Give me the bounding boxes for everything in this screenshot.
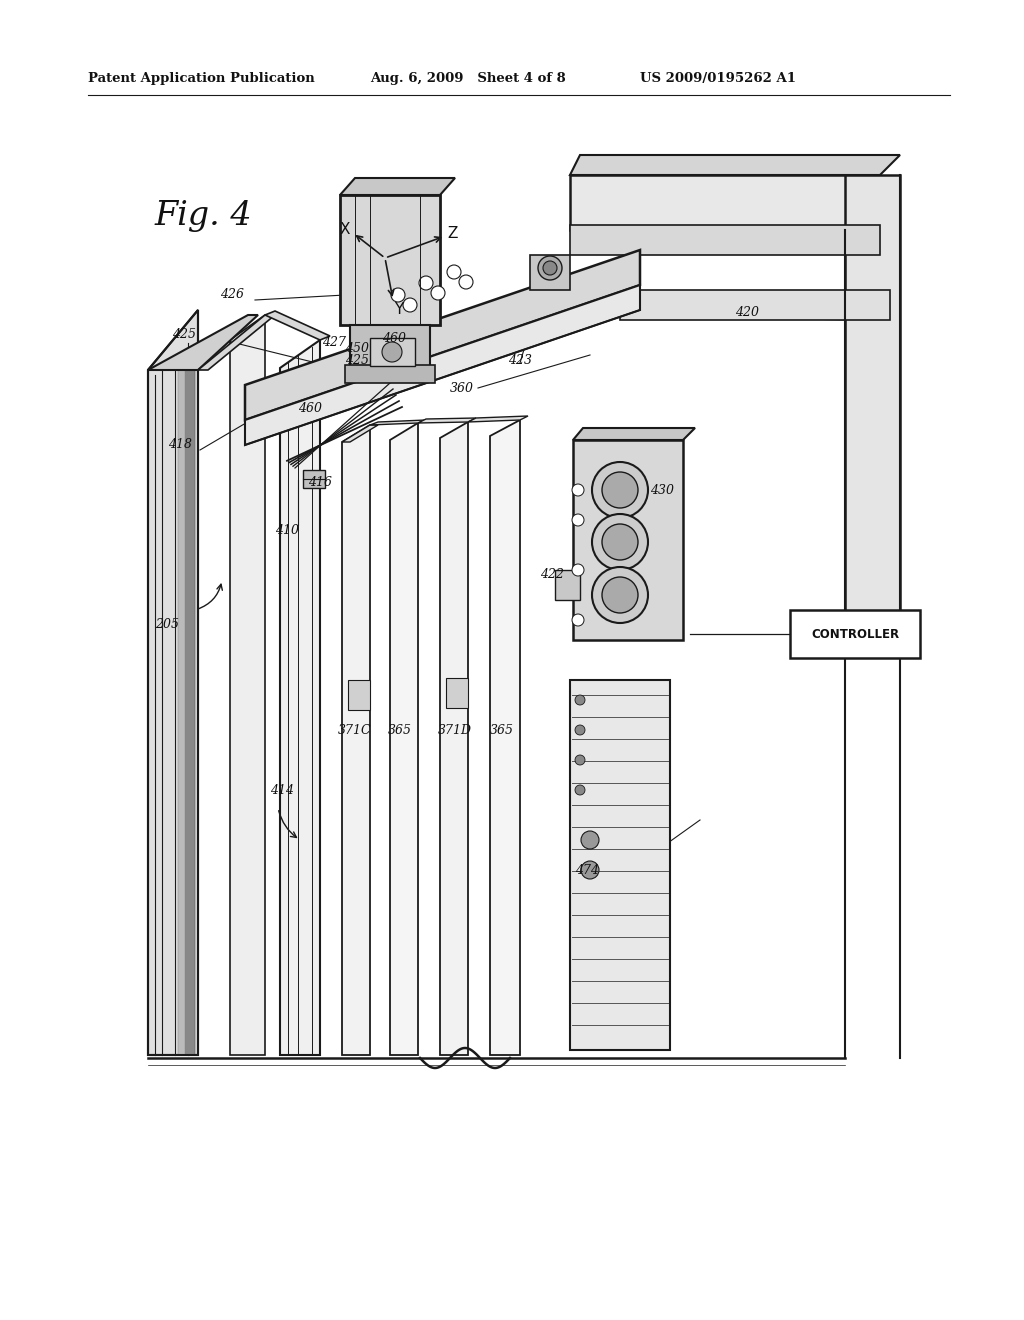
Bar	[370, 338, 415, 366]
Circle shape	[575, 755, 585, 766]
Bar	[555, 570, 580, 601]
Text: 410: 410	[275, 524, 299, 536]
Text: 460: 460	[298, 401, 322, 414]
Polygon shape	[418, 418, 476, 422]
Bar	[350, 325, 430, 370]
Circle shape	[538, 256, 562, 280]
Bar	[340, 195, 440, 325]
Text: 430: 430	[650, 483, 674, 496]
Circle shape	[572, 484, 584, 496]
Polygon shape	[245, 249, 640, 420]
Text: Z: Z	[447, 227, 458, 242]
Bar	[348, 680, 370, 710]
Circle shape	[391, 288, 406, 302]
Circle shape	[572, 614, 584, 626]
Text: 418: 418	[168, 438, 193, 451]
Text: 365: 365	[490, 723, 514, 737]
Circle shape	[581, 832, 599, 849]
Text: 422: 422	[540, 569, 564, 582]
Text: Y: Y	[394, 302, 403, 318]
Circle shape	[602, 473, 638, 508]
Circle shape	[592, 568, 648, 623]
Bar	[845, 176, 900, 655]
Text: Fig. 4: Fig. 4	[155, 201, 253, 232]
Polygon shape	[390, 422, 418, 1055]
Polygon shape	[178, 360, 185, 1055]
Polygon shape	[570, 154, 900, 176]
Circle shape	[592, 513, 648, 570]
Circle shape	[403, 298, 417, 312]
Bar	[446, 678, 468, 708]
Bar	[620, 290, 890, 319]
Circle shape	[382, 342, 402, 362]
Circle shape	[581, 861, 599, 879]
Polygon shape	[185, 352, 195, 1055]
Circle shape	[572, 564, 584, 576]
Polygon shape	[230, 315, 265, 1055]
Circle shape	[419, 276, 433, 290]
Polygon shape	[370, 420, 426, 425]
Text: CONTROLLER: CONTROLLER	[811, 627, 899, 640]
Text: 427: 427	[322, 335, 346, 348]
Bar	[570, 224, 880, 255]
Polygon shape	[573, 428, 695, 440]
Text: Aug. 6, 2009   Sheet 4 of 8: Aug. 6, 2009 Sheet 4 of 8	[370, 73, 565, 84]
Text: X: X	[340, 223, 350, 238]
Circle shape	[575, 696, 585, 705]
Text: 414: 414	[270, 784, 294, 796]
Bar	[570, 680, 670, 1049]
Text: 460: 460	[382, 331, 406, 345]
Text: 365: 365	[388, 723, 412, 737]
Polygon shape	[198, 315, 275, 370]
Text: 426: 426	[220, 289, 244, 301]
Circle shape	[431, 286, 445, 300]
Circle shape	[543, 261, 557, 275]
Bar	[570, 176, 880, 230]
Text: 420: 420	[735, 305, 759, 318]
Bar	[345, 366, 435, 383]
Text: 425: 425	[172, 329, 196, 342]
Polygon shape	[440, 422, 468, 1055]
Circle shape	[447, 265, 461, 279]
Polygon shape	[468, 416, 528, 422]
Circle shape	[572, 513, 584, 525]
Circle shape	[602, 524, 638, 560]
Circle shape	[592, 462, 648, 517]
Polygon shape	[245, 285, 640, 445]
Text: 371C: 371C	[338, 723, 372, 737]
Text: 425: 425	[345, 354, 369, 367]
Text: 474: 474	[575, 863, 599, 876]
Text: 360: 360	[450, 381, 474, 395]
Text: Patent Application Publication: Patent Application Publication	[88, 73, 314, 84]
Polygon shape	[490, 420, 520, 1055]
Polygon shape	[148, 315, 258, 370]
Bar	[790, 610, 920, 657]
Polygon shape	[265, 312, 330, 341]
Polygon shape	[340, 178, 455, 195]
Text: 416: 416	[308, 475, 332, 488]
Bar	[573, 440, 683, 640]
Circle shape	[459, 275, 473, 289]
Circle shape	[602, 577, 638, 612]
Bar	[303, 470, 325, 488]
Polygon shape	[280, 341, 319, 1055]
Polygon shape	[148, 310, 198, 1055]
Text: 371D: 371D	[438, 723, 472, 737]
Text: 423: 423	[508, 354, 532, 367]
Text: 450: 450	[345, 342, 369, 355]
Circle shape	[575, 785, 585, 795]
Polygon shape	[342, 425, 370, 1055]
Text: 205: 205	[155, 619, 179, 631]
Polygon shape	[342, 425, 378, 442]
Circle shape	[575, 725, 585, 735]
Text: US 2009/0195262 A1: US 2009/0195262 A1	[640, 73, 796, 84]
Bar	[530, 255, 570, 290]
